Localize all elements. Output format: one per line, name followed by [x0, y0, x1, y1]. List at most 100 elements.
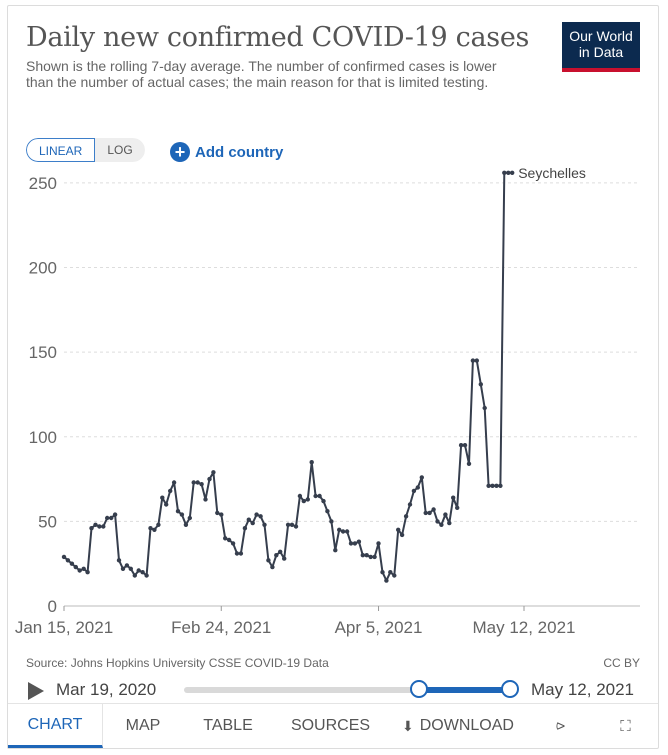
data-point	[297, 493, 303, 499]
data-point	[423, 510, 428, 516]
data-point	[360, 553, 365, 558]
data-point	[93, 522, 98, 527]
x-tick-label: May 12, 2021	[472, 618, 575, 637]
share-button[interactable]: ⪧	[528, 704, 593, 748]
timeline-end-handle[interactable]	[501, 680, 519, 698]
data-point	[384, 578, 389, 583]
data-point	[175, 509, 181, 514]
data-point	[415, 485, 420, 490]
timeline-track[interactable]	[184, 687, 510, 693]
data-point	[372, 554, 377, 560]
data-point	[478, 382, 483, 387]
data-point	[482, 405, 487, 411]
tab-download-label: DOWNLOAD	[419, 717, 514, 734]
play-icon[interactable]	[28, 682, 44, 700]
data-point	[168, 488, 173, 494]
data-point	[451, 495, 456, 500]
scale-linear-button[interactable]: LINEAR	[26, 138, 96, 162]
x-tick-label: Jan 15, 2021	[15, 618, 113, 637]
data-point	[470, 358, 476, 363]
data-point	[407, 502, 413, 507]
data-point	[301, 498, 306, 504]
data-point	[427, 510, 432, 516]
data-point	[254, 512, 259, 517]
data-point	[439, 522, 444, 527]
data-point	[230, 541, 236, 546]
data-point	[89, 526, 94, 531]
data-point	[136, 568, 141, 573]
data-point	[97, 524, 102, 529]
data-point	[289, 522, 295, 527]
data-point	[223, 536, 228, 541]
tab-download[interactable]: ⬇ DOWNLOAD	[388, 704, 528, 748]
data-point	[234, 551, 240, 556]
data-point	[344, 529, 350, 534]
tab-chart[interactable]: CHART	[8, 704, 103, 748]
data-point	[356, 539, 362, 544]
data-point	[128, 566, 133, 571]
y-tick-label: 250	[29, 174, 57, 193]
source-note[interactable]: Source: Johns Hopkins University CSSE CO…	[26, 656, 329, 670]
timeline-end-label: May 12, 2021	[531, 680, 635, 699]
data-point	[282, 556, 287, 561]
data-point	[364, 553, 369, 558]
data-point	[333, 548, 338, 553]
y-tick-label: 200	[29, 259, 57, 278]
data-point	[226, 537, 232, 543]
data-point	[258, 514, 263, 519]
owid-logo[interactable]: Our World in Data	[562, 22, 640, 72]
data-point	[187, 515, 192, 521]
download-icon: ⬇	[402, 717, 414, 734]
data-point	[250, 520, 255, 526]
data-point	[274, 553, 279, 558]
data-point	[329, 519, 334, 524]
data-point	[419, 475, 424, 480]
data-point	[293, 524, 299, 529]
chart-subtitle: Shown is the rolling 7-day average. The …	[26, 58, 497, 90]
tab-bar: CHART MAP TABLE SOURCES ⬇ DOWNLOAD ⪧ ⛶	[8, 703, 658, 748]
data-point	[69, 561, 75, 566]
line-chart: 0 50 100 150 200 250 Jan 15, 2021 Feb 24, 2021 A…	[15, 165, 640, 637]
data-point	[124, 563, 130, 568]
data-point	[494, 483, 499, 488]
data-point	[140, 570, 145, 575]
share-icon: ⪧	[555, 717, 566, 734]
data-point	[61, 554, 67, 560]
data-point	[109, 515, 114, 521]
tab-map[interactable]: MAP	[125, 717, 161, 734]
data-point	[368, 554, 373, 560]
timeline-start-handle[interactable]	[410, 680, 428, 698]
data-point	[285, 522, 291, 527]
data-point	[207, 476, 212, 482]
data-point	[73, 564, 79, 570]
data-point	[219, 512, 224, 517]
y-tick-label: 150	[29, 343, 57, 362]
data-point	[132, 573, 137, 578]
license-label[interactable]: CC BY	[603, 656, 640, 670]
data-point	[278, 549, 283, 554]
data-point	[215, 510, 220, 516]
add-country-button[interactable]: + Add country	[170, 142, 283, 162]
data-point	[321, 498, 326, 504]
data-point	[148, 526, 153, 531]
data-point	[65, 558, 71, 563]
data-point	[144, 573, 149, 578]
data-point	[105, 515, 110, 521]
data-point	[337, 527, 342, 532]
data-point	[396, 527, 401, 532]
logo-line-1: Our World	[569, 28, 633, 44]
chart-title: Daily new confirmed COVID-19 cases	[26, 22, 530, 53]
tab-sources[interactable]: SOURCES	[290, 717, 371, 734]
data-point	[411, 488, 417, 494]
chart-card: Daily new confirmed COVID-19 cases Shown…	[7, 5, 659, 749]
scale-log-button[interactable]: LOG	[95, 138, 145, 162]
data-point	[458, 443, 464, 448]
data-point	[443, 512, 448, 517]
series-label-seychelles: Seychelles	[518, 165, 586, 181]
fullscreen-button[interactable]: ⛶	[593, 704, 658, 748]
tab-table[interactable]: TABLE	[203, 717, 253, 734]
y-tick-label: 100	[29, 428, 57, 447]
data-point	[101, 524, 106, 529]
data-point	[352, 541, 358, 546]
data-point	[199, 482, 204, 487]
